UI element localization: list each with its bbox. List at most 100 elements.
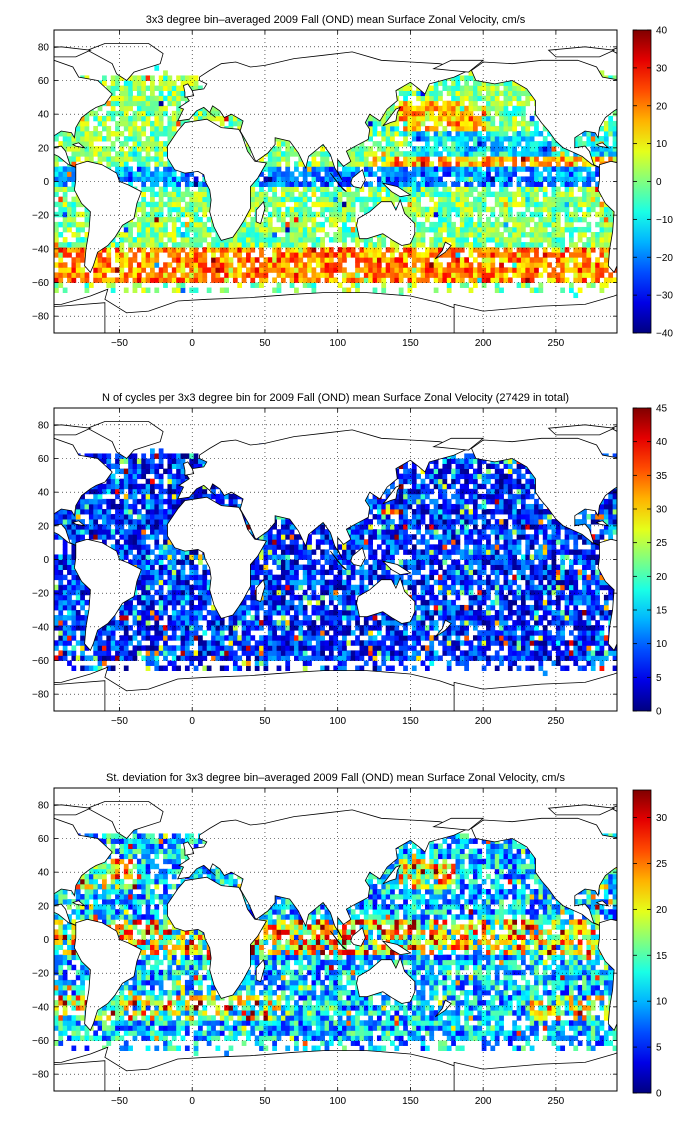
heatmap-cell <box>420 120 426 127</box>
heatmap-cell <box>407 201 413 208</box>
heatmap-cell <box>464 131 470 137</box>
heatmap-cell <box>67 146 72 152</box>
heatmap-cell <box>568 650 574 656</box>
heatmap-cell <box>324 196 330 203</box>
heatmap-cell <box>420 166 426 172</box>
heatmap-cell <box>184 181 190 187</box>
heatmap-cell <box>250 216 256 223</box>
heatmap-cell <box>468 85 474 91</box>
heatmap-cell <box>411 156 417 162</box>
heatmap-cell <box>442 156 448 162</box>
heatmap-cell <box>355 186 360 192</box>
heatmap-cell <box>342 237 347 243</box>
heatmap-cell <box>542 267 548 273</box>
heatmap-cell <box>337 181 343 187</box>
heatmap-cell <box>267 650 273 656</box>
heatmap-cell <box>494 176 500 182</box>
heatmap-cell <box>250 650 256 656</box>
heatmap-cell <box>481 272 487 278</box>
heatmap-cell <box>477 166 483 172</box>
heatmap-cell <box>158 226 164 233</box>
heatmap-cell <box>141 115 147 122</box>
heatmap-cell <box>472 156 478 162</box>
heatmap-cell <box>228 272 234 278</box>
heatmap-cell <box>110 282 116 288</box>
heatmap-cell <box>294 196 299 203</box>
heatmap-cell <box>420 131 426 137</box>
heatmap-cell <box>198 660 203 666</box>
heatmap-cell <box>372 660 378 666</box>
heatmap-cell <box>320 206 325 213</box>
heatmap-cell <box>106 277 112 283</box>
heatmap-cell <box>320 655 325 661</box>
heatmap-cell <box>128 247 133 253</box>
heatmap-cell <box>189 267 195 273</box>
heatmap-cell <box>215 645 221 651</box>
heatmap-cell <box>599 655 605 661</box>
heatmap-cell <box>259 196 264 203</box>
heatmap-cell <box>84 237 90 243</box>
heatmap-cell <box>145 237 151 243</box>
heatmap-cell <box>136 136 142 142</box>
land-mass <box>350 169 366 189</box>
heatmap-cell <box>455 131 461 137</box>
heatmap-cell <box>525 141 531 147</box>
heatmap-cell <box>141 100 147 107</box>
heatmap-cell <box>71 201 77 208</box>
heatmap-cell <box>446 282 452 288</box>
heatmap-cell <box>263 645 269 651</box>
heatmap-cell <box>376 242 382 248</box>
heatmap-cell <box>237 645 243 651</box>
heatmap-cell <box>93 655 99 661</box>
heatmap-cell <box>411 665 417 671</box>
heatmap-cell <box>307 196 312 203</box>
heatmap-cell <box>54 237 59 243</box>
heatmap-cell <box>97 115 103 122</box>
heatmap-cell <box>171 232 177 238</box>
heatmap-cell <box>455 136 461 142</box>
heatmap-cell <box>446 120 452 127</box>
heatmap-cell <box>115 655 120 661</box>
heatmap-cell <box>407 211 413 218</box>
heatmap-cell <box>507 196 513 203</box>
heatmap-cell <box>547 146 552 152</box>
heatmap-cell <box>337 655 343 661</box>
x-tick-label: 50 <box>259 338 271 349</box>
heatmap-cell <box>350 216 356 223</box>
heatmap-cell <box>464 267 470 273</box>
heatmap-cell <box>206 196 212 203</box>
heatmap-cell <box>280 181 286 187</box>
heatmap-cell <box>123 221 129 228</box>
heatmap-cell <box>385 161 391 167</box>
heatmap-cell <box>132 141 138 147</box>
heatmap-cell <box>477 242 483 248</box>
heatmap-cell <box>342 665 347 671</box>
heatmap-cell <box>403 206 408 213</box>
heatmap-cell <box>551 216 557 223</box>
heatmap-cell <box>486 120 491 127</box>
heatmap-cell <box>512 166 518 172</box>
heatmap-cell <box>486 257 491 263</box>
heatmap-cell <box>80 252 85 258</box>
heatmap-cell <box>520 267 526 273</box>
heatmap-cell <box>486 171 491 177</box>
heatmap-cell <box>315 186 321 192</box>
heatmap-cell <box>573 166 579 172</box>
heatmap-cell <box>97 277 103 283</box>
heatmap-cell <box>324 257 330 263</box>
heatmap-cell <box>110 156 116 162</box>
heatmap-cell <box>307 660 312 666</box>
heatmap-cell <box>267 186 273 192</box>
heatmap-cell <box>420 660 426 666</box>
heatmap-cell <box>150 216 155 223</box>
heatmap-cell <box>254 282 260 288</box>
heatmap-cell <box>512 151 518 157</box>
heatmap-cell <box>228 650 234 656</box>
heatmap-cell <box>499 262 504 268</box>
heatmap-cell <box>551 196 557 203</box>
heatmap-cell <box>403 267 408 273</box>
heatmap-cell <box>136 156 142 162</box>
heatmap-cell <box>328 176 334 182</box>
heatmap-cell <box>237 247 243 253</box>
heatmap-cell <box>608 226 614 233</box>
